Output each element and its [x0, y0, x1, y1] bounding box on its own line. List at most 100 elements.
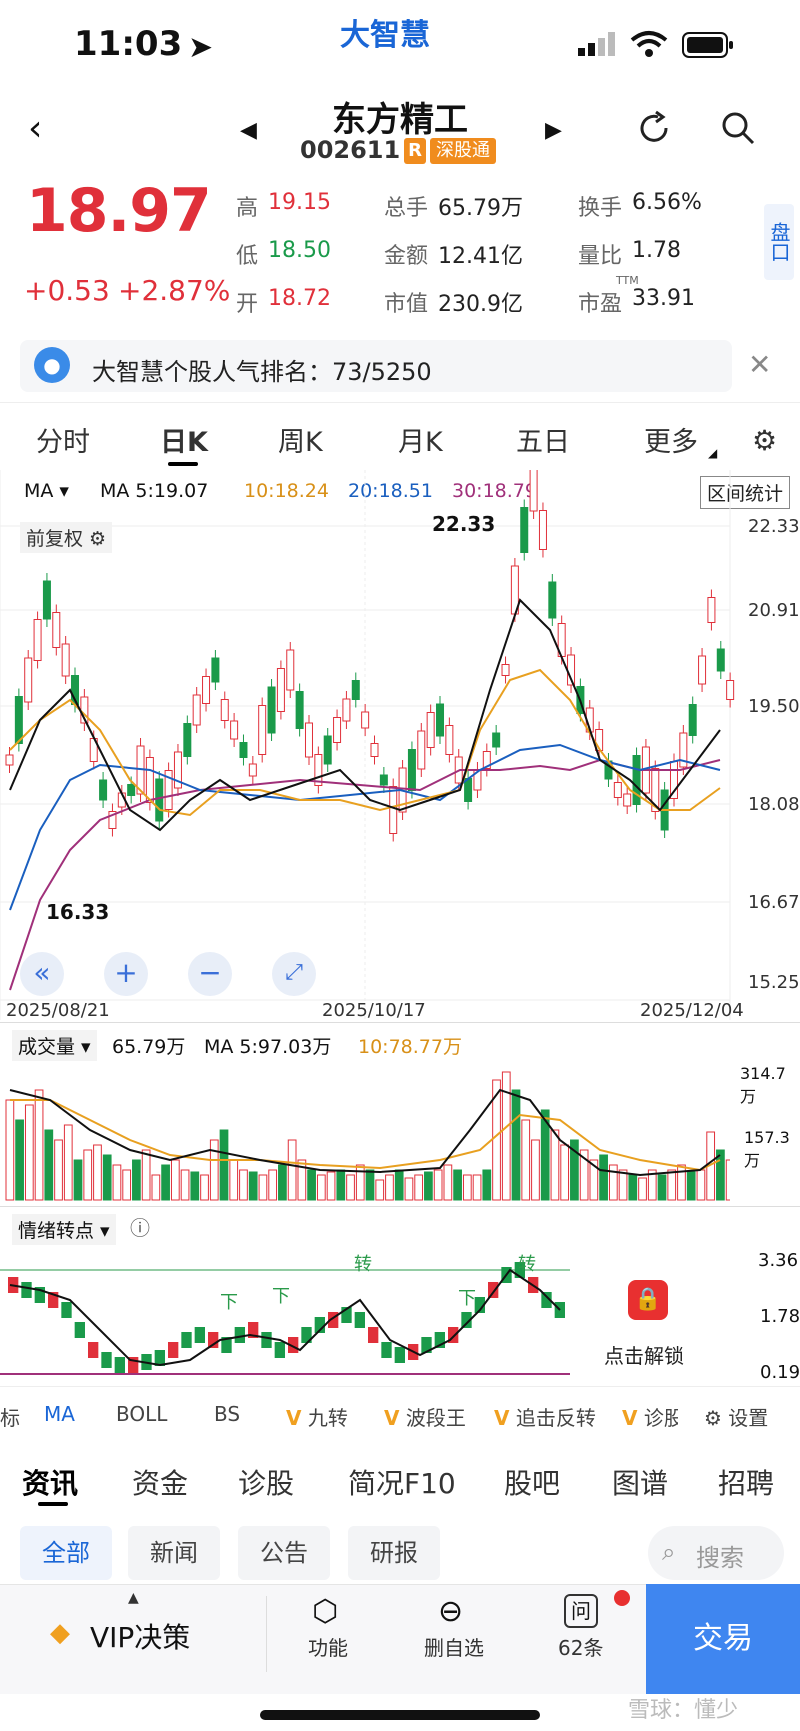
volume-bar: [141, 1149, 151, 1201]
indicator-tab[interactable]: V 追击反转: [494, 1406, 596, 1430]
ask-icon[interactable]: 问: [564, 1594, 598, 1628]
volume-bar: [24, 1104, 34, 1201]
tab-f10[interactable]: 简况F10: [348, 1467, 456, 1500]
chip-announcement[interactable]: 公告: [238, 1526, 330, 1580]
remove-watchlist-icon[interactable]: ⊖: [438, 1594, 464, 1629]
sentiment-selector[interactable]: 情绪转点 ▾: [12, 1214, 116, 1245]
volume-y-tick: 157.3万: [744, 1128, 790, 1170]
indicator-tab[interactable]: 标: [0, 1406, 20, 1430]
indicator-tab[interactable]: BOLL: [116, 1402, 168, 1426]
tab-atlas[interactable]: 图谱: [612, 1467, 669, 1500]
indicator-tab[interactable]: V 九转: [286, 1406, 348, 1430]
settings-icon[interactable]: ⚙: [752, 424, 778, 457]
candles-group: [5, 470, 735, 842]
sentiment-bar: [194, 1327, 205, 1343]
sentiment-bar: [288, 1337, 299, 1353]
tab-five-day[interactable]: 五日: [516, 427, 570, 458]
next-stock-icon[interactable]: ▶: [545, 118, 562, 143]
divider: [0, 1022, 800, 1023]
ma10-legend: 10:18.24: [244, 480, 329, 502]
volume-bar: [540, 1109, 550, 1201]
tab-news[interactable]: 资讯: [22, 1467, 79, 1500]
volume-bar: [414, 1174, 424, 1201]
price-change-pct: +2.87%: [118, 274, 231, 307]
tab-diagnosis[interactable]: 诊股: [238, 1467, 295, 1500]
trade-button[interactable]: 交易: [646, 1584, 800, 1694]
divider: [0, 1206, 800, 1207]
close-icon[interactable]: ✕: [748, 348, 772, 381]
kline-chart[interactable]: [0, 470, 800, 1020]
chip-research[interactable]: 研报: [348, 1526, 440, 1580]
function-icon[interactable]: ⬡: [312, 1594, 339, 1629]
prev-stock-icon[interactable]: ◀: [240, 118, 257, 143]
zoom-out-button[interactable]: −: [188, 952, 232, 996]
popularity-text: 大智慧个股人气排名：73/5250: [92, 358, 432, 386]
chip-news[interactable]: 新闻: [128, 1526, 220, 1580]
max-price-label: 22.33: [432, 512, 496, 536]
indicator-label: 波段王: [405, 1406, 466, 1430]
candle: [651, 768, 660, 812]
volume-chart[interactable]: [0, 1060, 730, 1202]
volume-bar: [355, 1164, 365, 1201]
volume-bar: [102, 1154, 112, 1201]
date-end: 2025/12/04: [640, 1000, 744, 1021]
tab-intraday[interactable]: 分时: [36, 427, 90, 458]
scroll-left-button[interactable]: «: [20, 952, 64, 996]
volume-bar: [132, 1159, 141, 1201]
zoom-in-button[interactable]: +: [104, 952, 148, 996]
candle: [492, 732, 501, 748]
indicator-settings-button[interactable]: ⚙ 设置: [704, 1406, 769, 1430]
popularity-banner[interactable]: [20, 340, 732, 392]
sentiment-bar: [261, 1332, 272, 1348]
info-icon[interactable]: ⓘ: [130, 1216, 150, 1240]
indicator-tab[interactable]: V 波段王: [384, 1406, 466, 1430]
status-time: 11:03: [74, 24, 183, 64]
candle: [314, 754, 323, 786]
candle: [108, 811, 117, 829]
sentiment-chart[interactable]: [0, 1240, 570, 1380]
tab-more[interactable]: 更多: [644, 427, 698, 458]
ma-selector[interactable]: MA ▾: [24, 480, 69, 502]
back-icon[interactable]: ‹: [28, 108, 43, 149]
sentiment-bar: [301, 1327, 312, 1343]
indicator-tab[interactable]: MA: [44, 1402, 75, 1426]
function-label[interactable]: 功能: [308, 1636, 348, 1660]
volume-bar: [531, 1139, 540, 1201]
candle: [52, 612, 61, 648]
chip-all[interactable]: 全部: [20, 1526, 112, 1580]
volume-selector[interactable]: 成交量 ▾: [12, 1030, 97, 1061]
tab-weekly-k[interactable]: 周K: [278, 427, 323, 458]
y-tick: 15.25: [748, 972, 800, 993]
sentiment-bar: [234, 1327, 245, 1343]
range-stat-button[interactable]: 区间统计: [700, 476, 791, 509]
location-arrow-icon: ➤: [188, 30, 214, 65]
pe-ttm: TTM: [616, 274, 639, 287]
order-book-button[interactable]: 盘口: [764, 204, 794, 280]
volume-bar: [365, 1169, 375, 1201]
ask-count-label[interactable]: 62条: [558, 1636, 604, 1660]
indicator-tab[interactable]: V 诊股: [622, 1402, 678, 1431]
amount-label: 金额: [384, 244, 429, 269]
date-mid: 2025/10/17: [322, 1000, 426, 1021]
y-tick: 22.33: [748, 516, 800, 537]
candle: [426, 712, 435, 748]
battery-icon: [682, 32, 734, 62]
tab-forum[interactable]: 股吧: [504, 1467, 561, 1500]
news-search-box[interactable]: [648, 1526, 784, 1580]
unlock-text[interactable]: 点击解锁: [604, 1344, 684, 1368]
search-icon[interactable]: [720, 110, 756, 150]
refresh-icon[interactable]: [636, 110, 672, 150]
volume-bar: [696, 1169, 706, 1201]
adjust-selector[interactable]: 前复权 ⚙: [20, 522, 113, 553]
tab-funds[interactable]: 资金: [132, 1467, 189, 1500]
indicator-tab[interactable]: BS: [214, 1402, 241, 1426]
tab-daily-k[interactable]: 日K: [160, 427, 208, 458]
volume-bar: [511, 1089, 521, 1201]
remove-watchlist-label[interactable]: 删自选: [424, 1636, 484, 1660]
candle: [688, 704, 697, 736]
lock-icon[interactable]: 🔒: [628, 1280, 668, 1320]
tab-monthly-k[interactable]: 月K: [398, 427, 443, 458]
vip-button[interactable]: VIP决策: [90, 1621, 191, 1654]
fullscreen-icon[interactable]: ⤢: [272, 952, 316, 996]
tab-jobs[interactable]: 招聘: [718, 1467, 775, 1500]
